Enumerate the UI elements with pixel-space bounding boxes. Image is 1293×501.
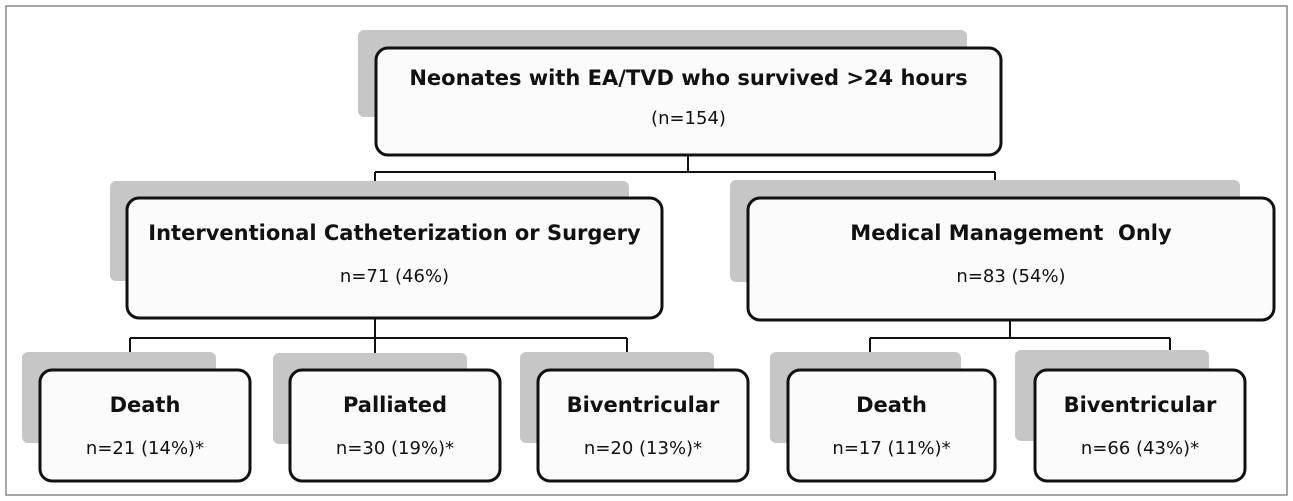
frame (5, 5, 1288, 496)
node-box (288, 368, 502, 483)
node-count: n=30 (19%)* (336, 438, 454, 459)
node: Death n=17 (11%)* (770, 352, 997, 483)
node-count: n=17 (11%)* (832, 438, 950, 459)
node-count: n=66 (43%)* (1081, 438, 1199, 459)
node-box (38, 368, 252, 483)
node-label: Neonates with EA/TVD who survived >24 ho… (409, 66, 967, 90)
node-label: Biventricular (567, 393, 720, 417)
nodes: Neonates with EA/TVD who survived >24 ho… (22, 30, 1276, 483)
node-count: (n=154) (651, 108, 726, 129)
node-count: n=20 (13%)* (584, 438, 702, 459)
node: Neonates with EA/TVD who survived >24 ho… (358, 30, 1003, 157)
node-label: Medical Management Only (850, 221, 1172, 245)
node: Death n=21 (14%)* (22, 352, 252, 483)
connector (374, 155, 996, 198)
node-count: n=21 (14%)* (86, 438, 204, 459)
node: Medical Management Only n=83 (54%) (730, 180, 1276, 322)
node-box (125, 196, 664, 320)
node-label: Death (110, 393, 181, 417)
connector (869, 320, 1171, 370)
node-label: Death (856, 393, 927, 417)
node-count: n=71 (46%) (340, 266, 449, 287)
node-box (374, 46, 1003, 157)
node-box (1033, 368, 1247, 483)
node-count: n=83 (54%) (956, 266, 1065, 287)
node: Palliated n=30 (19%)* (273, 353, 502, 483)
node: Interventional Catheterization or Surger… (110, 181, 664, 320)
node-box (536, 368, 750, 483)
node-box (786, 368, 997, 483)
node-label: Palliated (343, 393, 447, 417)
node-label: Biventricular (1064, 393, 1217, 417)
node: Biventricular n=66 (43%)* (1015, 350, 1247, 483)
node: Biventricular n=20 (13%)* (520, 352, 750, 483)
node-label: Interventional Catheterization or Surger… (148, 221, 641, 245)
node-box (746, 196, 1276, 322)
